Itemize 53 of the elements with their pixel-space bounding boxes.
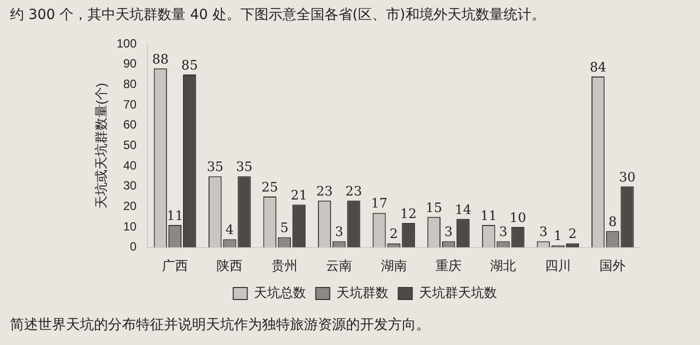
data-label: 1 [554,229,562,244]
text: 约 300 个，其中天坑群数量 40 处。下图示意全国各省(区、市)和境外天坑数量统计。 [9,6,546,25]
y-tick-label: 50 [123,138,137,152]
y-tick-label: 70 [123,97,137,112]
text: 简述世界天坑的分布特征并说明天坑作为独特旅游资源的开发方向。 [9,316,431,335]
x-tick-label: 湖南 [380,258,407,273]
legend-label: 天坑群数 [336,285,388,300]
data-label: 5 [280,221,289,236]
data-label: 11 [480,208,497,224]
y-tick-label: 30 [123,178,137,193]
legend-label: 天坑群天坑数 [418,285,497,300]
data-label: 30 [618,170,636,186]
data-label: 21 [290,188,308,204]
y-tick-label: 90 [123,56,137,71]
data-label: 12 [400,206,417,222]
x-tick-label: 贵州 [271,258,298,273]
data-label: 84 [590,60,606,76]
legend-label: 天坑总数 [254,285,306,300]
data-label: 35 [206,160,224,176]
x-tick-label: 重庆 [436,258,462,273]
data-label: 25 [262,180,278,196]
data-label: 15 [426,200,442,216]
data-label: 3 [539,225,548,240]
data-label: 3 [444,225,453,240]
y-tick-label: 20 [123,199,137,214]
data-label: 2 [390,227,398,242]
y-tick-label: 10 [123,219,137,234]
data-label: 3 [334,225,344,240]
data-label: 14 [454,202,472,218]
y-tick-label: 0 [130,240,137,254]
data-label: 10 [510,210,526,226]
data-label: 23 [316,184,333,200]
x-tick-label: 湖北 [490,258,516,273]
data-label: 2 [568,227,577,242]
y-tick-label: 40 [123,158,137,172]
data-label: 35 [236,160,253,176]
data-label: 17 [370,196,388,212]
data-label: 23 [345,184,362,200]
data-label: 88 [152,52,169,68]
data-label: 4 [226,223,234,238]
x-tick-label: 陕西 [216,258,243,273]
x-tick-label: 国外 [600,258,626,273]
data-label: 8 [608,215,617,230]
y-tick-label: 100 [116,36,137,50]
x-tick-label: 广西 [162,258,188,273]
x-tick-label: 四川 [544,258,571,273]
x-tick-label: 云南 [326,258,352,273]
y-axis-title: 天坑或天坑群数量(个) [93,82,108,209]
y-tick-label: 60 [123,118,137,132]
data-label: 11 [166,208,184,224]
y-tick-label: 80 [123,76,137,91]
data-label: 3 [499,225,508,240]
data-label: 85 [181,58,198,74]
